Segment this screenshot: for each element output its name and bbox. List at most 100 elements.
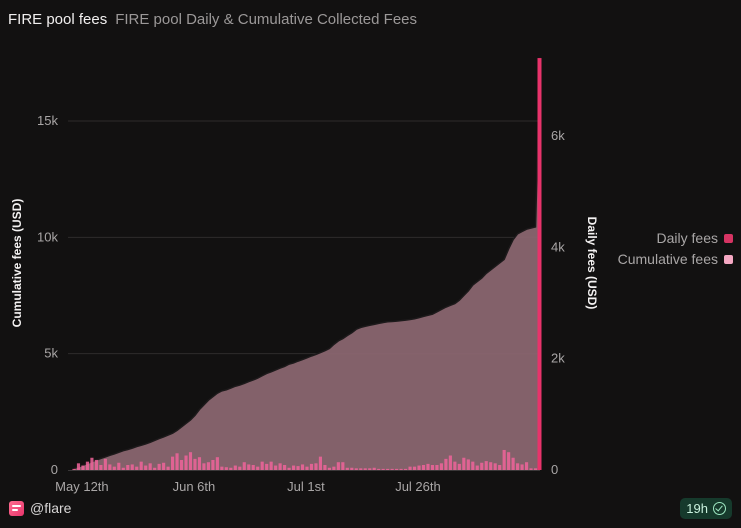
daily-bar[interactable] <box>256 466 260 470</box>
legend-item-cumulative[interactable]: Cumulative fees <box>618 251 733 267</box>
daily-bar[interactable] <box>103 458 107 470</box>
daily-bar[interactable] <box>144 465 148 470</box>
daily-bar[interactable] <box>399 468 403 470</box>
daily-bar[interactable] <box>121 467 125 470</box>
legend-item-daily[interactable]: Daily fees <box>657 230 733 246</box>
daily-bar[interactable] <box>251 464 255 470</box>
daily-bar[interactable] <box>153 467 157 470</box>
daily-bar[interactable] <box>179 459 184 470</box>
daily-bar[interactable] <box>408 466 412 470</box>
daily-bar[interactable] <box>265 463 269 470</box>
refresh-badge[interactable]: 19h <box>680 498 732 519</box>
daily-bar[interactable] <box>377 468 381 470</box>
daily-bar[interactable] <box>112 466 116 470</box>
daily-bar[interactable] <box>274 465 278 470</box>
daily-bar[interactable] <box>85 461 90 470</box>
daily-bar[interactable] <box>220 466 224 470</box>
daily-bar[interactable] <box>184 455 188 470</box>
daily-bar[interactable] <box>457 463 461 470</box>
daily-bar[interactable] <box>417 465 421 470</box>
daily-bar[interactable] <box>421 464 426 470</box>
daily-bar[interactable] <box>193 458 197 470</box>
daily-bar[interactable] <box>242 462 246 470</box>
daily-bar[interactable] <box>300 464 305 470</box>
daily-bar[interactable] <box>202 463 206 470</box>
daily-bar[interactable] <box>162 462 166 470</box>
daily-bar[interactable] <box>238 466 242 470</box>
daily-bar[interactable] <box>99 464 103 470</box>
daily-bar[interactable] <box>368 468 372 470</box>
daily-bar[interactable] <box>359 468 363 470</box>
daily-bar[interactable] <box>480 462 484 470</box>
daily-bar[interactable] <box>76 463 81 470</box>
daily-bar[interactable] <box>287 467 291 470</box>
daily-bar[interactable] <box>327 467 331 470</box>
daily-bar[interactable] <box>332 466 336 470</box>
daily-bar[interactable] <box>435 464 439 470</box>
daily-bar[interactable] <box>462 457 466 470</box>
daily-bar[interactable] <box>507 452 511 470</box>
daily-bar[interactable] <box>309 463 314 470</box>
daily-bar[interactable] <box>412 466 417 470</box>
daily-bar[interactable] <box>466 459 470 470</box>
daily-bar[interactable] <box>489 462 493 470</box>
daily-bar[interactable] <box>318 456 323 470</box>
daily-bar[interactable] <box>448 455 452 470</box>
daily-bar[interactable] <box>430 464 435 470</box>
daily-bar[interactable] <box>94 459 98 470</box>
daily-bar[interactable] <box>305 466 309 470</box>
daily-bar[interactable] <box>354 468 358 470</box>
daily-bar[interactable] <box>291 465 296 470</box>
daily-bar[interactable] <box>157 463 161 470</box>
daily-bar[interactable] <box>130 464 134 470</box>
daily-bar[interactable] <box>81 465 85 470</box>
daily-bar[interactable] <box>323 464 327 470</box>
daily-bar[interactable] <box>278 463 282 470</box>
daily-bar[interactable] <box>283 464 287 470</box>
daily-bar[interactable] <box>175 453 179 470</box>
daily-bar[interactable] <box>72 468 76 470</box>
daily-bar[interactable] <box>90 457 94 470</box>
daily-bar[interactable] <box>345 467 349 470</box>
daily-bar[interactable] <box>117 462 121 470</box>
daily-bar[interactable] <box>233 465 237 470</box>
daily-bar[interactable] <box>166 466 170 470</box>
daily-bar[interactable] <box>139 461 143 470</box>
daily-bar[interactable] <box>372 467 376 470</box>
daily-bar[interactable] <box>520 464 524 470</box>
daily-bar[interactable] <box>524 462 529 470</box>
daily-bar[interactable] <box>395 468 399 470</box>
daily-bar[interactable] <box>404 468 408 470</box>
cumulative-area-path[interactable] <box>74 57 540 471</box>
daily-bar[interactable] <box>363 468 367 470</box>
daily-bar[interactable] <box>502 449 506 470</box>
daily-bar[interactable] <box>336 462 340 470</box>
daily-bar[interactable] <box>533 468 538 470</box>
daily-bar[interactable] <box>475 465 479 470</box>
daily-bar[interactable] <box>108 464 112 470</box>
daily-bar[interactable] <box>484 461 488 470</box>
daily-bar[interactable] <box>188 452 193 470</box>
daily-bar[interactable] <box>224 467 228 470</box>
daily-bar[interactable] <box>498 464 502 470</box>
daily-bar[interactable] <box>516 463 520 470</box>
daily-bar[interactable] <box>148 463 152 470</box>
daily-bar[interactable] <box>471 461 475 470</box>
footer-brand[interactable]: @flare <box>9 500 71 516</box>
daily-bar[interactable] <box>215 457 219 470</box>
daily-bar[interactable] <box>229 467 233 470</box>
daily-bar[interactable] <box>206 462 210 470</box>
daily-bar[interactable] <box>260 461 264 470</box>
daily-bar[interactable] <box>171 456 175 470</box>
daily-bar[interactable] <box>529 468 533 470</box>
daily-bar[interactable] <box>444 458 448 470</box>
daily-bar[interactable] <box>197 457 202 470</box>
daily-bar[interactable] <box>426 463 430 470</box>
daily-bar[interactable] <box>386 468 390 470</box>
daily-bar[interactable] <box>126 464 130 470</box>
daily-bar[interactable] <box>135 466 139 470</box>
daily-bar[interactable] <box>269 461 273 470</box>
daily-bar[interactable] <box>247 464 251 470</box>
daily-bar[interactable] <box>350 467 354 470</box>
